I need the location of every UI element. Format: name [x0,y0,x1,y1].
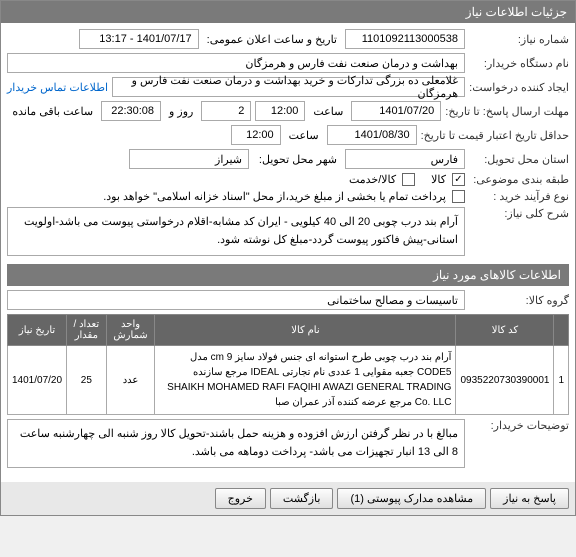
col-name: نام کالا [155,315,456,346]
cell-qty: 25 [67,346,107,415]
respond-button[interactable]: پاسخ به نیاز [490,488,569,509]
cat-goods-label: کالا [431,173,446,186]
items-table: کد کالا نام کالا واحد شمارش تعداد / مقدا… [7,314,569,415]
buyer-notes-box: مبالغ با در نظر گرفتن ارزش افزوده و هزین… [7,419,465,468]
buyer-value: بهداشت و درمان صنعت نفت فارس و هرمزگان [7,53,465,73]
time-label-1: ساعت [313,105,343,118]
form-content: شماره نیاز: 1101092113000538 تاریخ و ساع… [1,23,575,482]
table-header-row: کد کالا نام کالا واحد شمارش تعداد / مقدا… [8,315,569,346]
items-header: اطلاعات کالاهای مورد نیاز [7,264,569,286]
desc-box: آرام بند درب چوبی 20 الی 40 کیلویی - ایر… [7,207,465,256]
category-label: طبقه بندی موضوعی: [469,173,569,186]
window: جزئیات اطلاعات نیاز شماره نیاز: 11010921… [0,0,576,516]
cell-date: 1401/07/20 [8,346,67,415]
buyer-notes-label: توضیحات خریدار: [469,419,569,432]
col-idx [554,315,569,346]
col-date: تاریخ نیاز [8,315,67,346]
cell-idx: 1 [554,346,569,415]
category-goods-checkbox[interactable]: کالا [431,173,465,186]
time-label-2: ساعت [289,129,319,142]
city-label: شهر محل تحویل: [257,153,337,166]
cell-unit: عدد [106,346,155,415]
attachments-button[interactable]: مشاهده مدارک پیوستی (1) [337,488,486,509]
contact-link[interactable]: اطلاعات تماس خریدار [7,81,108,94]
cell-code: 0935220730390001 [456,346,554,415]
group-label: گروه کالا: [469,294,569,307]
col-qty: تعداد / مقدار [67,315,107,346]
response-time: 12:00 [255,101,305,121]
cat-service-label: کالا/خدمت [349,173,396,186]
province-value: فارس [345,149,465,169]
creator-value: غلامعلی ده بزرگی تدارکات و خرید بهداشت و… [112,77,465,97]
checkbox-icon [452,173,465,186]
process-label: نوع فرآیند خرید : [469,190,569,203]
desc-label: شرح کلی نیاز: [469,207,569,220]
remain-time: 22:30:08 [101,101,161,121]
response-date: 1401/07/20 [351,101,441,121]
back-button[interactable]: بازگشت [270,488,334,509]
creator-label: ایجاد کننده درخواست: [469,81,569,94]
buyer-label: نام دستگاه خریدار: [469,57,569,70]
checkbox-icon [402,173,415,186]
need-no-label: شماره نیاز: [469,33,569,46]
process-checkbox[interactable]: پرداخت تمام یا بخشی از مبلغ خرید،از محل … [103,190,465,203]
remain-suffix: ساعت باقی مانده [12,105,93,118]
process-text: پرداخت تمام یا بخشی از مبلغ خرید،از محل … [103,190,446,203]
col-unit: واحد شمارش [106,315,155,346]
announce-label: تاریخ و ساعت اعلان عمومی: [207,33,337,46]
group-value: تاسیسات و مصالح ساختمانی [7,290,465,310]
validity-label: حداقل تاریخ اعتبار قیمت تا تاریخ: [421,129,569,142]
validity-time: 12:00 [231,125,281,145]
response-deadline-label: مهلت ارسال پاسخ: تا تاریخ: [445,105,569,118]
checkbox-icon [452,190,465,203]
city-value: شیراز [129,149,249,169]
titlebar: جزئیات اطلاعات نیاز [1,1,575,23]
validity-date: 1401/08/30 [327,125,417,145]
remain-days-label: روز و [169,105,193,118]
button-row: پاسخ به نیاز مشاهده مدارک پیوستی (1) باز… [1,482,575,515]
remain-days: 2 [201,101,251,121]
cell-name: آرام بند درب چوبی طرح استوانه ای جنس فول… [155,346,456,415]
category-service-checkbox[interactable]: کالا/خدمت [349,173,415,186]
table-row: 1 0935220730390001 آرام بند درب چوبی طرح… [8,346,569,415]
exit-button[interactable]: خروج [215,488,266,509]
need-no-value: 1101092113000538 [345,29,465,49]
province-label: استان محل تحویل: [469,153,569,166]
announce-value: 1401/07/17 - 13:17 [79,29,199,49]
col-code: کد کالا [456,315,554,346]
